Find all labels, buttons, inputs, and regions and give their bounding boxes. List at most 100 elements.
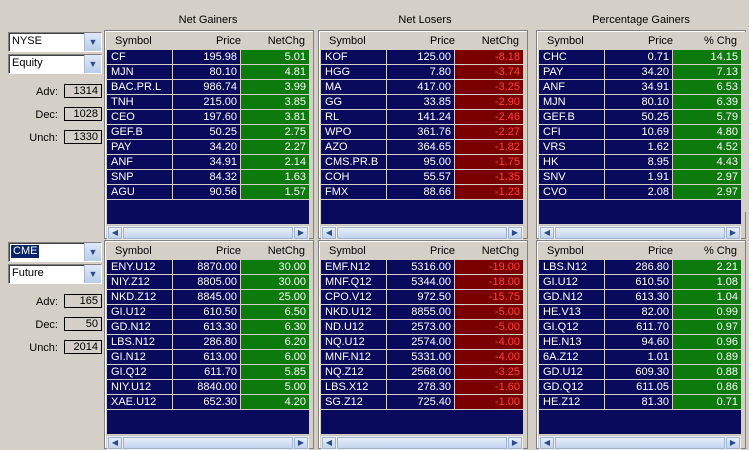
table-row[interactable]: HE.N13 94.60 0.96 [539,335,741,350]
column-header-symbol[interactable]: Symbol [329,245,366,257]
table-row[interactable]: GD.U12 609.30 0.88 [539,365,741,380]
scroll-left-icon[interactable]: ◀ [540,437,554,449]
chevron-down-icon[interactable]: ▼ [84,33,101,51]
data-grid[interactable]: CHC 0.71 14.15 PAY 34.20 7.13 ANF 34.91 … [539,50,741,224]
chevron-down-icon[interactable]: ▼ [84,243,101,261]
horizontal-scrollbar[interactable]: ◀ ▶ [107,225,309,240]
column-header-symbol[interactable]: Symbol [547,35,584,47]
exchange-select[interactable]: CME ▼ [8,242,102,262]
table-row[interactable]: AZO 364.65 -1.82 [321,140,523,155]
table-row[interactable]: LBS.N12 286.80 2.21 [539,260,741,275]
column-header-price[interactable]: Price [215,35,241,47]
horizontal-scrollbar[interactable]: ◀ ▶ [321,225,523,240]
scroll-thumb[interactable] [555,227,725,239]
table-row[interactable]: GD.N12 613.30 6.30 [107,320,309,335]
table-row[interactable]: VRS 1.62 4.52 [539,140,741,155]
table-row[interactable]: ND.U12 2573.00 -5.00 [321,320,523,335]
column-header-change[interactable]: NetChg [267,245,305,257]
table-row[interactable]: HGG 7.80 -3.74 [321,65,523,80]
instrument-select[interactable]: Future ▼ [8,264,102,284]
data-grid[interactable]: CF 195.98 5.01 MJN 80.10 4.81 BAC.PR.L 9… [107,50,309,224]
column-header-change[interactable]: NetChg [481,35,519,47]
column-header-symbol[interactable]: Symbol [115,35,152,47]
table-row[interactable]: MJN 80.10 4.81 [107,65,309,80]
table-row[interactable]: CEO 197.60 3.81 [107,110,309,125]
table-row[interactable]: 6A.Z12 1.01 0.89 [539,350,741,365]
table-row[interactable]: GI.U12 610.50 1.08 [539,275,741,290]
table-row[interactable]: HE.Z12 81.30 0.71 [539,395,741,410]
table-row[interactable]: TNH 215.00 3.85 [107,95,309,110]
table-row[interactable]: NQ.U12 2574.00 -4.00 [321,335,523,350]
table-row[interactable]: CMS.PR.B 95.00 -1.75 [321,155,523,170]
scroll-left-icon[interactable]: ◀ [108,437,122,449]
scroll-right-icon[interactable]: ▶ [508,227,522,239]
scroll-thumb[interactable] [555,437,725,449]
table-row[interactable]: GEF.B 50.25 2.75 [107,125,309,140]
scroll-right-icon[interactable]: ▶ [726,437,740,449]
table-row[interactable]: SNP 84.32 1.63 [107,170,309,185]
scroll-thumb[interactable] [337,227,507,239]
column-header-symbol[interactable]: Symbol [115,245,152,257]
table-row[interactable]: GD.Q12 611.05 0.86 [539,380,741,395]
table-row[interactable]: KOF 125.00 -8.18 [321,50,523,65]
column-header-price[interactable]: Price [429,245,455,257]
data-grid[interactable]: EMF.N12 5316.00 -19.00 MNF.Q12 5344.00 -… [321,260,523,434]
table-row[interactable]: PAY 34.20 7.13 [539,65,741,80]
column-header-price[interactable]: Price [647,245,673,257]
table-row[interactable]: SNV 1.91 2.97 [539,170,741,185]
table-row[interactable]: SG.Z12 725.40 -1.00 [321,395,523,410]
table-row[interactable]: PAY 34.20 2.27 [107,140,309,155]
scroll-thumb[interactable] [123,437,293,449]
table-row[interactable]: GD.N12 613.30 1.04 [539,290,741,305]
scroll-right-icon[interactable]: ▶ [294,227,308,239]
table-row[interactable]: GI.Q12 611.70 0.97 [539,320,741,335]
table-row[interactable]: GG 33.85 -2.90 [321,95,523,110]
exchange-select[interactable]: NYSE ▼ [8,32,102,52]
table-row[interactable]: BAC.PR.L 986.74 3.99 [107,80,309,95]
table-row[interactable]: MNF.Q12 5344.00 -18.00 [321,275,523,290]
table-row[interactable]: AGU 90.56 1.57 [107,185,309,200]
table-row[interactable]: ENY.U12 8870.00 30.00 [107,260,309,275]
table-row[interactable]: GI.Q12 611.70 5.85 [107,365,309,380]
column-header-price[interactable]: Price [429,35,455,47]
table-row[interactable]: MNF.N12 5331.00 -4.00 [321,350,523,365]
column-header-change[interactable]: NetChg [481,245,519,257]
column-header-price[interactable]: Price [215,245,241,257]
instrument-select[interactable]: Equity ▼ [8,54,102,74]
data-grid[interactable]: ENY.U12 8870.00 30.00 NIY.Z12 8805.00 30… [107,260,309,434]
table-row[interactable]: RL 141.24 -2.46 [321,110,523,125]
table-row[interactable]: WPO 361.76 -2.27 [321,125,523,140]
scroll-left-icon[interactable]: ◀ [108,227,122,239]
table-row[interactable]: GI.N12 613.00 6.00 [107,350,309,365]
column-header-change[interactable]: NetChg [267,35,305,47]
table-row[interactable]: GEF.B 50.25 5.79 [539,110,741,125]
horizontal-scrollbar[interactable]: ◀ ▶ [107,435,309,450]
table-row[interactable]: HE.V13 82.00 0.99 [539,305,741,320]
table-row[interactable]: CF 195.98 5.01 [107,50,309,65]
table-row[interactable]: MA 417.00 -3.25 [321,80,523,95]
column-header-change[interactable]: % Chg [703,245,737,257]
table-row[interactable]: ANF 34.91 2.14 [107,155,309,170]
scroll-left-icon[interactable]: ◀ [540,227,554,239]
table-row[interactable]: COH 55.57 -1.35 [321,170,523,185]
table-row[interactable]: GI.U12 610.50 6.50 [107,305,309,320]
table-row[interactable]: HK 8.95 4.43 [539,155,741,170]
scroll-left-icon[interactable]: ◀ [322,437,336,449]
horizontal-scrollbar[interactable]: ◀ ▶ [321,435,523,450]
table-row[interactable]: MJN 80.10 6.39 [539,95,741,110]
table-row[interactable]: NKD.U12 8855.00 -5.00 [321,305,523,320]
column-header-symbol[interactable]: Symbol [547,245,584,257]
horizontal-scrollbar[interactable]: ◀ ▶ [539,225,741,240]
table-row[interactable]: XAE.U12 652.30 4.20 [107,395,309,410]
table-row[interactable]: CHC 0.71 14.15 [539,50,741,65]
scroll-left-icon[interactable]: ◀ [322,227,336,239]
horizontal-scrollbar[interactable]: ◀ ▶ [539,435,741,450]
column-header-symbol[interactable]: Symbol [329,35,366,47]
column-header-price[interactable]: Price [647,35,673,47]
table-row[interactable]: NQ.Z12 2568.00 -3.25 [321,365,523,380]
table-row[interactable]: NIY.U12 8840.00 5.00 [107,380,309,395]
data-grid[interactable]: LBS.N12 286.80 2.21 GI.U12 610.50 1.08 G… [539,260,741,434]
scroll-thumb[interactable] [123,227,293,239]
column-header-change[interactable]: % Chg [703,35,737,47]
scroll-right-icon[interactable]: ▶ [508,437,522,449]
